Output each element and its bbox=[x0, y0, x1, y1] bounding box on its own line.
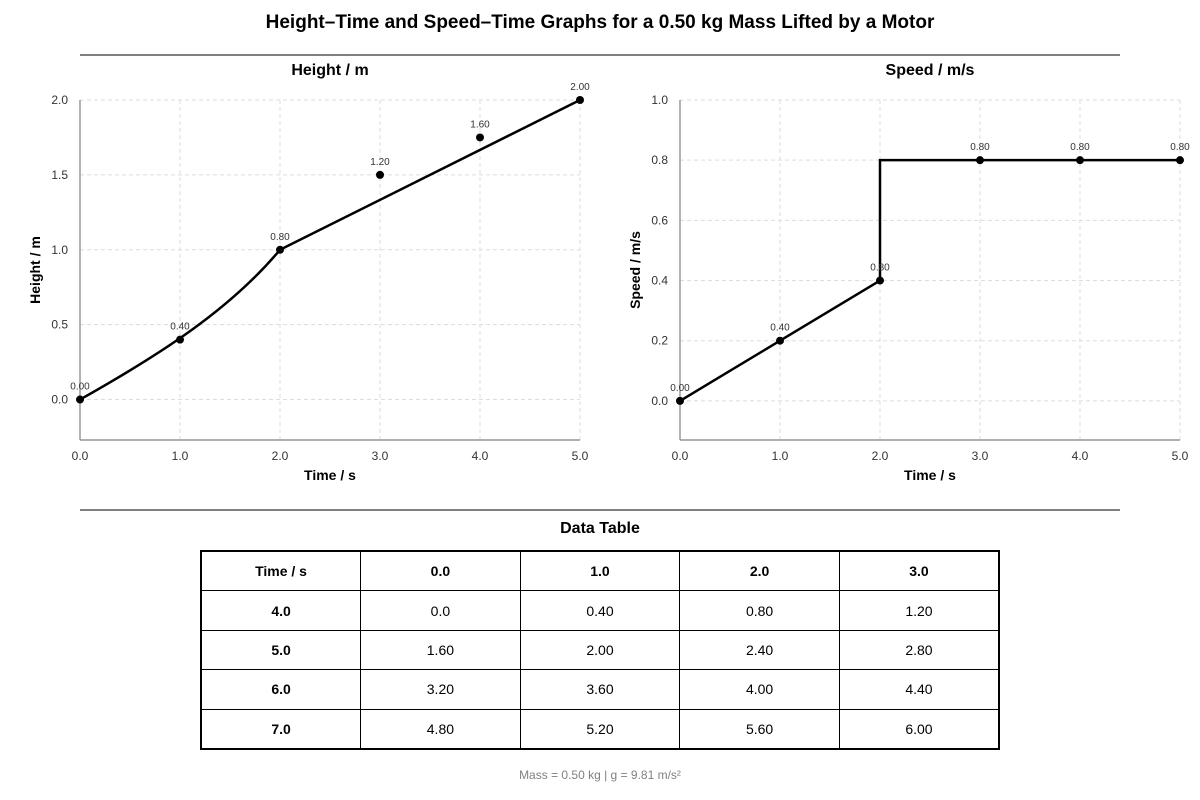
table-cell: 3.20 bbox=[360, 669, 521, 710]
data-label: 0.40 bbox=[170, 322, 190, 333]
table-row: 6.0 3.20 3.60 4.00 4.40 bbox=[200, 669, 1000, 710]
footer-note: Mass = 0.50 kg | g = 9.81 m/s² bbox=[519, 768, 681, 782]
data-label: 1.60 bbox=[470, 119, 490, 130]
table-cell: 2.00 bbox=[519, 629, 681, 671]
table-cell: 5.60 bbox=[679, 708, 840, 750]
x-tick-label: 2.0 bbox=[872, 449, 889, 463]
chart-title: Height / m bbox=[291, 62, 368, 79]
data-point bbox=[776, 336, 784, 345]
charts-area: 0.0 1.0 2.0 3.0 4.0 5.0 0.0 0.5 1.0 1.5 2.0 Height … bbox=[27, 62, 1190, 483]
y-tick-label: 0.8 bbox=[651, 153, 668, 167]
table-header-cell: Time / s bbox=[200, 550, 362, 592]
table-row-head: 4.0 bbox=[200, 590, 362, 631]
y-tick-label: 0.2 bbox=[651, 334, 668, 348]
table-row: 5.0 1.60 2.00 2.40 2.80 bbox=[200, 629, 1000, 671]
y-tick-label: 0.5 bbox=[51, 318, 68, 332]
table-cell: 5.20 bbox=[519, 708, 681, 750]
y-tick-label: 0.4 bbox=[651, 274, 668, 288]
table-cell: 2.80 bbox=[838, 629, 1000, 671]
y-tick-label: 0.6 bbox=[651, 213, 668, 227]
table-cell: 3.60 bbox=[519, 669, 681, 710]
table-header-row: Time / s 0.0 1.0 2.0 3.0 bbox=[200, 550, 1000, 592]
y-tick-label: 0.0 bbox=[651, 394, 668, 408]
table-cell: 0.80 bbox=[679, 590, 840, 631]
table-row: 4.0 0.0 0.40 0.80 1.20 bbox=[200, 590, 1000, 631]
y-tick-label: 1.5 bbox=[51, 168, 68, 182]
table-header-cell: 1.0 bbox=[519, 550, 681, 592]
y-axis-label: Height / m bbox=[27, 236, 43, 304]
x-tick-label: 1.0 bbox=[772, 449, 789, 463]
table-cell: 2.40 bbox=[679, 629, 840, 671]
x-tick-label: 0.0 bbox=[72, 449, 89, 463]
y-tick-label: 1.0 bbox=[51, 243, 68, 257]
table-row-head: 5.0 bbox=[200, 629, 362, 671]
data-point bbox=[676, 396, 684, 405]
table-cell: 0.0 bbox=[360, 590, 521, 631]
table-cell: 0.40 bbox=[519, 590, 681, 631]
y-tick-label: 1.0 bbox=[651, 93, 668, 107]
data-label: 1.20 bbox=[370, 157, 390, 168]
data-point bbox=[476, 133, 484, 142]
data-label: 0.80 bbox=[970, 142, 990, 153]
data-label: 0.00 bbox=[70, 382, 90, 393]
y-tick-label: 0.0 bbox=[51, 393, 68, 407]
data-table: Time / s 0.0 1.0 2.0 3.0 4.0 0.0 0.40 0.… bbox=[200, 550, 1000, 750]
data-point bbox=[176, 335, 184, 344]
table-divider bbox=[80, 509, 1120, 511]
data-point bbox=[576, 96, 584, 104]
data-point bbox=[376, 170, 384, 179]
x-tick-label: 3.0 bbox=[972, 449, 989, 463]
data-label: 0.00 bbox=[670, 383, 690, 394]
table-cell: 4.00 bbox=[679, 669, 840, 710]
x-tick-label: 4.0 bbox=[472, 449, 489, 463]
x-tick-label: 5.0 bbox=[572, 449, 589, 463]
data-point bbox=[876, 276, 884, 285]
data-point bbox=[1076, 156, 1084, 165]
page-title: Height–Time and Speed–Time Graphs for a … bbox=[265, 12, 935, 33]
table-cell: 6.00 bbox=[838, 708, 1000, 750]
data-label: 0.80 bbox=[870, 263, 890, 274]
x-tick-label: 5.0 bbox=[1172, 449, 1189, 463]
data-label: 0.40 bbox=[770, 323, 790, 334]
table-row-head: 7.0 bbox=[200, 708, 362, 750]
data-point bbox=[76, 395, 84, 404]
x-tick-label: 4.0 bbox=[1072, 449, 1089, 463]
y-tick-label: 2.0 bbox=[51, 93, 68, 107]
data-point bbox=[976, 156, 984, 165]
series-line bbox=[679, 158, 1180, 402]
table-cell: 1.20 bbox=[838, 590, 1000, 631]
table-cell: 1.60 bbox=[360, 629, 521, 671]
data-label: 0.80 bbox=[1070, 142, 1090, 153]
x-axis-label: Time / s bbox=[304, 467, 356, 483]
data-label: 0.80 bbox=[1170, 142, 1190, 153]
data-point bbox=[1176, 156, 1184, 165]
data-point bbox=[276, 245, 284, 254]
table-cell: 4.40 bbox=[838, 669, 1000, 710]
x-tick-label: 1.0 bbox=[172, 449, 189, 463]
data-label: 0.80 bbox=[270, 232, 290, 243]
table-header-cell: 3.0 bbox=[838, 550, 1000, 592]
table-row-head: 6.0 bbox=[200, 669, 362, 710]
table-header-cell: 2.0 bbox=[679, 550, 840, 592]
chart-height: 0.0 1.0 2.0 3.0 4.0 5.0 0.0 0.5 1.0 1.5 2.0 Height … bbox=[27, 62, 590, 483]
table-header-cell: 0.0 bbox=[360, 550, 521, 592]
table-title: Data Table bbox=[560, 520, 640, 537]
y-axis-label: Speed / m/s bbox=[627, 231, 643, 309]
x-tick-label: 3.0 bbox=[372, 449, 389, 463]
data-label: 2.00 bbox=[570, 82, 590, 93]
series-line bbox=[79, 98, 581, 401]
table-row: 7.0 4.80 5.20 5.60 6.00 bbox=[200, 708, 1000, 750]
top-divider bbox=[80, 54, 1120, 56]
x-tick-label: 2.0 bbox=[272, 449, 289, 463]
chart-title: Speed / m/s bbox=[886, 62, 975, 79]
x-axis-label: Time / s bbox=[904, 467, 956, 483]
table-cell: 4.80 bbox=[360, 708, 521, 750]
x-tick-label: 0.0 bbox=[672, 449, 689, 463]
chart-speed: 0.0 1.0 2.0 3.0 4.0 5.0 0.0 0.2 0.4 0.6 0.8 1.0 Spee… bbox=[627, 62, 1190, 483]
